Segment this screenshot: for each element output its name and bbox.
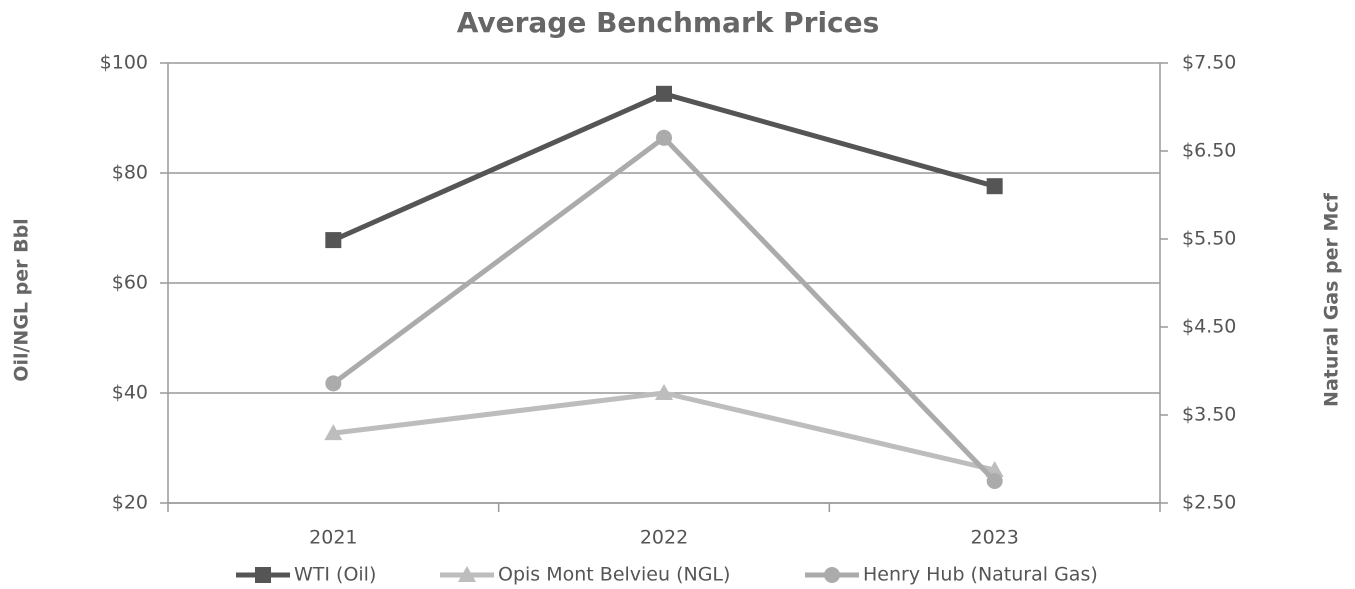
legend-label: WTI (Oil) [294,564,376,586]
y2-tick-label: $2.50 [1182,492,1236,514]
y-tick-label: $60 [112,272,148,294]
point-marker [986,178,1003,195]
point-marker [656,129,672,146]
legend-marker [458,566,476,582]
point-marker [325,375,342,392]
x-tick-label: 2022 [640,527,688,549]
x-tick-label: 2023 [970,527,1018,549]
y2-tick-label: $7.50 [1182,52,1236,74]
chart-title: Average Benchmark Prices [457,6,880,39]
y2-tick-label: $5.50 [1182,228,1236,250]
legend-label: Henry Hub (Natural Gas) [863,564,1098,586]
legend-label: Opis Mont Belvieu (NGL) [498,564,730,586]
y-axis-title: Oil/NGL per Bbl [11,218,33,381]
y2-tick-label: $4.50 [1182,316,1236,338]
x-tick-label: 2021 [309,527,357,549]
y-tick-label: $40 [112,382,148,404]
series-line [333,390,996,473]
legend-marker [255,567,271,583]
y2-tick-label: $3.50 [1182,404,1236,426]
y-tick-label: $80 [112,162,148,184]
point-marker [656,85,672,102]
series-line [332,91,996,243]
y2-axis-title: Natural Gas per Mcf [1321,192,1343,407]
legend-marker [824,567,840,583]
point-marker [324,424,343,441]
series-line [331,135,997,483]
point-marker [655,384,673,400]
y-tick-label: $100 [100,52,148,74]
y-tick-label: $20 [112,492,148,514]
y2-tick-label: $6.50 [1182,140,1236,162]
point-marker [986,473,1003,489]
point-marker [325,232,342,249]
